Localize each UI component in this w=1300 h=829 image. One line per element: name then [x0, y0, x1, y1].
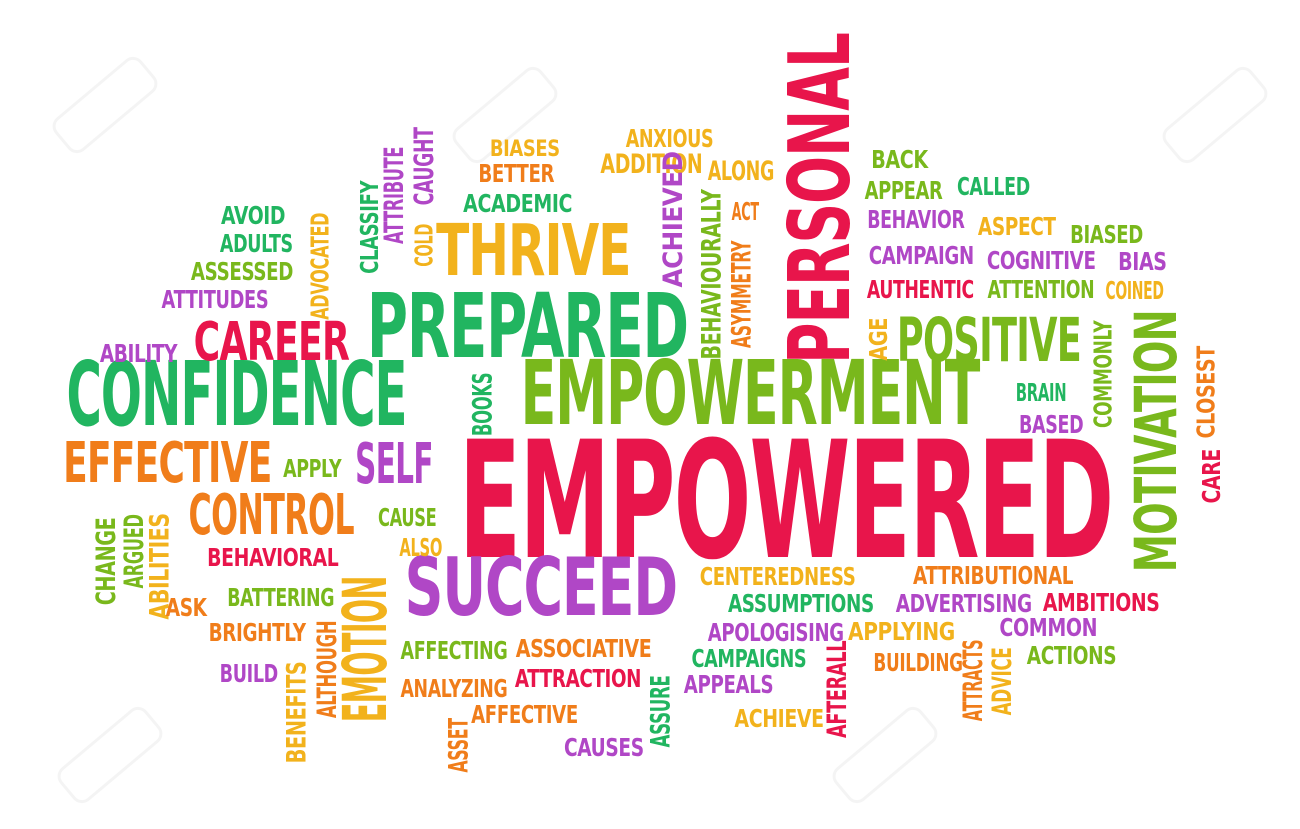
word-campaigns: CAMPAIGNS — [691, 644, 807, 674]
word-books: BOOKS — [467, 372, 499, 437]
word-empowerment: EMPOWERMENT — [520, 342, 981, 447]
word-although: ALTHOUGH — [312, 620, 344, 719]
word-assessed: ASSESSED — [190, 257, 294, 287]
word-emotion: EMOTION — [330, 575, 401, 722]
word-control: CONTROL — [188, 482, 354, 548]
word-attention: ATTENTION — [987, 275, 1095, 305]
word-bias: BIAS — [1117, 247, 1167, 277]
word-brightly: BRIGHTLY — [208, 618, 306, 648]
word-causes: CAUSES — [563, 733, 644, 763]
word-advice: ADVICE — [986, 647, 1018, 716]
word-battering: BATTERING — [227, 583, 335, 613]
word-behaviourally: BEHAVIOURALLY — [696, 189, 728, 360]
word-better: BETTER — [478, 159, 555, 189]
word-effective: EFFECTIVE — [62, 430, 272, 496]
word-care: CARE — [1196, 449, 1226, 504]
word-behavioral: BEHAVIORAL — [206, 543, 339, 573]
word-attribute: ATTRIBUTE — [379, 146, 411, 245]
word-caught: CAUGHT — [408, 127, 440, 206]
word-prepared: PREPARED — [367, 275, 689, 380]
word-avoid: AVOID — [220, 201, 286, 231]
word-behavior: BEHAVIOR — [867, 205, 965, 235]
watermark-logo — [1162, 66, 1268, 164]
word-empowered: EMPOWERED — [458, 406, 1115, 596]
word-called: CALLED — [957, 172, 1030, 202]
word-anxious: ANXIOUS — [625, 124, 714, 154]
word-adults: ADULTS — [220, 229, 293, 259]
word-academic: ACADEMIC — [463, 189, 573, 219]
word-self: SELF — [354, 431, 433, 497]
word-appeals: APPEALS — [683, 670, 774, 700]
word-affective: AFFECTIVE — [471, 700, 579, 730]
word-actions: ACTIONS — [1026, 641, 1117, 671]
word-cognitive: COGNITIVE — [986, 246, 1096, 276]
word-affecting: AFFECTING — [400, 636, 508, 666]
word-brain: BRAIN — [1015, 378, 1067, 408]
word-act: ACT — [731, 197, 759, 227]
word-classify: CLASSIFY — [354, 180, 384, 275]
word-closest: CLOSEST — [1190, 346, 1220, 439]
word-biased: BIASED — [1070, 220, 1143, 250]
word-confidence: CONFIDENCE — [65, 343, 407, 448]
watermark-logo — [832, 706, 938, 804]
word-asymmetry: ASYMMETRY — [726, 240, 758, 349]
word-biases: BIASES — [489, 136, 560, 163]
word-advertising: ADVERTISING — [895, 589, 1032, 619]
word-afterall: AFTERALL — [822, 640, 854, 739]
word-succeed: SUCCEED — [404, 541, 677, 636]
word-appear: APPEAR — [864, 176, 943, 206]
word-coined: COINED — [1105, 276, 1164, 306]
watermark-logo — [452, 66, 558, 164]
word-common: COMMON — [999, 613, 1098, 643]
word-build: BUILD — [219, 659, 279, 689]
word-advocated: ADVOCATED — [305, 212, 335, 320]
word-positive: POSITIVE — [897, 305, 1082, 376]
word-assumptions: ASSUMPTIONS — [728, 589, 875, 619]
word-achieved: ACHIEVED — [657, 151, 689, 288]
word-also: ALSO — [399, 533, 443, 563]
word-age: AGE — [863, 318, 893, 361]
word-asset: ASSET — [443, 718, 475, 773]
word-campaign: CAMPAIGN — [868, 241, 974, 271]
word-applying: APPLYING — [847, 617, 955, 647]
word-associative: ASSOCIATIVE — [515, 634, 652, 664]
word-authentic: AUTHENTIC — [867, 275, 975, 305]
word-building: BUILDING — [873, 648, 963, 678]
word-aspect: ASPECT — [977, 212, 1056, 242]
word-commonly: COMMONLY — [1088, 320, 1118, 429]
word-achieve: ACHIEVE — [734, 704, 825, 734]
word-personal: PERSONAL — [771, 32, 871, 364]
word-assure: ASSURE — [645, 675, 677, 748]
word-attitudes: ATTITUDES — [161, 285, 269, 315]
word-apply: APPLY — [282, 454, 342, 484]
word-ambitions: AMBITIONS — [1042, 588, 1160, 618]
word-thrive: THRIVE — [436, 207, 632, 292]
watermark-logo — [57, 706, 163, 804]
word-addition: ADDITION — [600, 149, 703, 181]
word-attraction: ATTRACTION — [514, 664, 641, 694]
word-benefits: BENEFITS — [281, 661, 313, 764]
word-motivation: MOTIVATION — [1122, 309, 1191, 572]
word-apologising: APOLOGISING — [707, 618, 844, 648]
word-ability: ABILITY — [99, 339, 178, 369]
word-centeredness: CENTEREDNESS — [700, 562, 856, 592]
word-based: BASED — [1018, 410, 1084, 440]
word-argued: ARGUED — [118, 514, 150, 589]
word-attracts: ATTRACTS — [957, 639, 989, 722]
word-change: CHANGE — [90, 517, 122, 606]
watermark-logo — [52, 56, 158, 154]
word-ask: ASK — [165, 593, 207, 623]
word-back: BACK — [870, 145, 928, 175]
word-career: CAREER — [193, 310, 350, 374]
word-cause: CAUSE — [377, 503, 437, 533]
word-analyzing: ANALYZING — [400, 674, 508, 704]
word-attributional: ATTRIBUTIONAL — [912, 561, 1073, 591]
word-along: ALONG — [707, 156, 775, 188]
word-cold: COLD — [409, 224, 439, 267]
